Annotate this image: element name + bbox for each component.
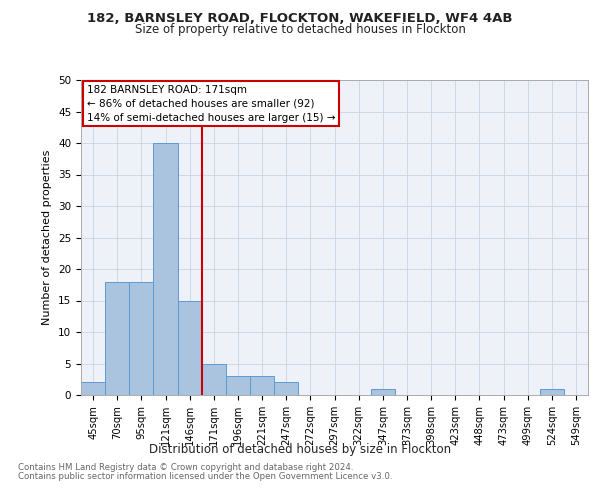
Bar	[202, 364, 226, 395]
Text: 182, BARNSLEY ROAD, FLOCKTON, WAKEFIELD, WF4 4AB: 182, BARNSLEY ROAD, FLOCKTON, WAKEFIELD,…	[87, 12, 513, 26]
Text: Contains public sector information licensed under the Open Government Licence v3: Contains public sector information licen…	[18, 472, 392, 481]
Bar	[540, 388, 564, 395]
Bar	[154, 143, 178, 395]
Text: 182 BARNSLEY ROAD: 171sqm
← 86% of detached houses are smaller (92)
14% of semi-: 182 BARNSLEY ROAD: 171sqm ← 86% of detac…	[87, 84, 335, 122]
Bar	[226, 376, 250, 395]
Bar	[274, 382, 298, 395]
Bar	[178, 300, 202, 395]
Text: Distribution of detached houses by size in Flockton: Distribution of detached houses by size …	[149, 442, 451, 456]
Text: Size of property relative to detached houses in Flockton: Size of property relative to detached ho…	[134, 22, 466, 36]
Y-axis label: Number of detached properties: Number of detached properties	[43, 150, 52, 325]
Bar	[129, 282, 154, 395]
Text: Contains HM Land Registry data © Crown copyright and database right 2024.: Contains HM Land Registry data © Crown c…	[18, 464, 353, 472]
Bar	[371, 388, 395, 395]
Bar	[81, 382, 105, 395]
Bar	[105, 282, 129, 395]
Bar	[250, 376, 274, 395]
